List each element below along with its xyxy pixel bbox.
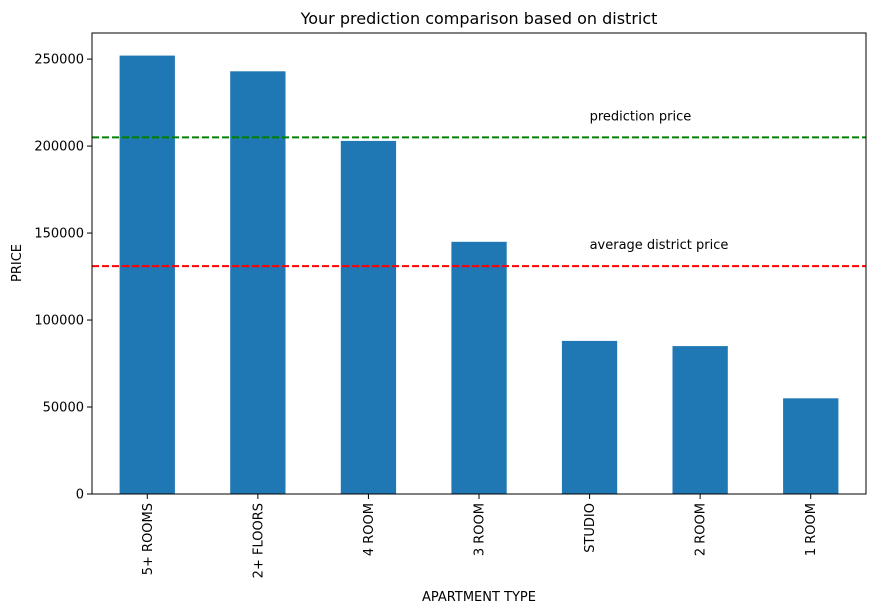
plot-frame [91, 32, 867, 495]
bar-4-room [340, 140, 397, 494]
bar-1-room [783, 398, 839, 494]
x-tick-label: 1 ROOM [804, 503, 819, 556]
bar-5-rooms [119, 55, 175, 494]
reference-lines-group: prediction price average district price [92, 109, 866, 268]
bar-2-room [672, 346, 728, 494]
y-tick-label: 50000 [43, 401, 84, 416]
x-tick-label: 4 ROOM [362, 503, 377, 556]
x-tick-label: 2+ FLOORS [251, 503, 266, 578]
y-axis-title: PRICE [10, 244, 25, 282]
y-tick-label: 100000 [34, 314, 84, 329]
bars-group [119, 55, 839, 495]
x-tick-label: STUDIO [583, 503, 598, 553]
prediction-price-label: prediction price [590, 109, 692, 124]
chart-title: Your prediction comparison based on dist… [300, 9, 658, 28]
bar-3-room [451, 241, 507, 494]
bar-2-floors [230, 71, 286, 495]
x-tick-label: 3 ROOM [473, 503, 488, 556]
x-tick-label: 5+ ROOMS [141, 503, 156, 575]
x-axis: 5+ ROOMS 2+ FLOORS 4 ROOM 3 ROOM STUDIO 2 ROO… [141, 494, 819, 578]
y-tick-label: 0 [76, 488, 84, 503]
y-tick-label: 250000 [34, 53, 84, 68]
x-axis-title: APARTMENT TYPE [422, 590, 536, 605]
y-tick-label: 200000 [34, 140, 84, 155]
x-tick-label: 2 ROOM [694, 503, 709, 556]
y-axis: 0 50000 100000 150000 200000 250000 [34, 53, 92, 503]
bar-studio [561, 340, 618, 494]
y-tick-label: 150000 [34, 227, 84, 242]
average-district-price-label: average district price [590, 238, 729, 253]
